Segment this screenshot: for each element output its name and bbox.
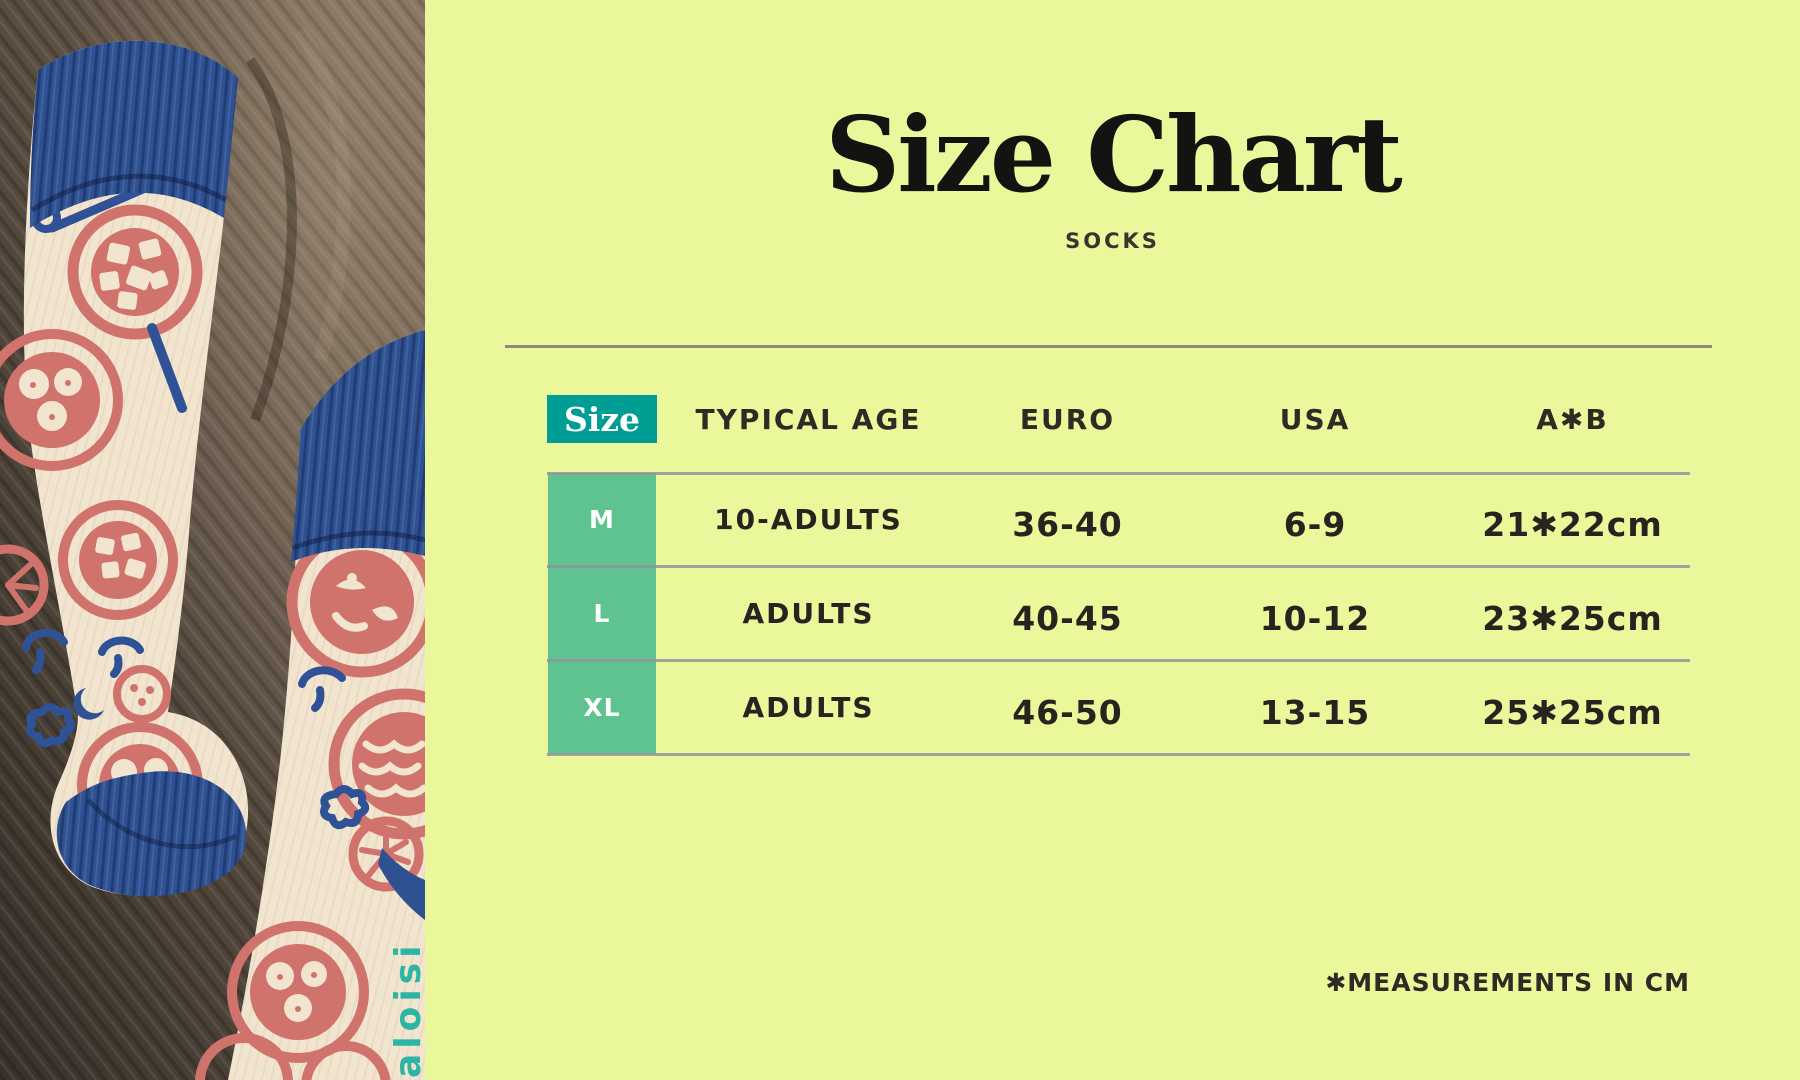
- cell-xl-euro: 46-50: [1012, 692, 1123, 732]
- size-cell-l: L: [548, 566, 656, 660]
- right-sock: aloisi: [195, 330, 480, 1080]
- cell-xl-a-b: 25✱25cm: [1482, 692, 1663, 732]
- dumpling-bowl-motif: [0, 329, 123, 471]
- right-sock-heel: [378, 848, 425, 920]
- cell-m-euro: 36-40: [1012, 505, 1123, 544]
- flower-motif: [26, 703, 76, 748]
- right-sock-motifs: [195, 526, 480, 1080]
- product-photo: aloisi: [0, 0, 480, 1080]
- measurements-footnote: ✱MEASUREMENTS IN CM: [1325, 968, 1690, 997]
- tofu-bowl-motif: [67, 204, 203, 340]
- mushroom-motif-right: [298, 666, 346, 712]
- crescent-motif: [73, 688, 104, 720]
- column-header-a-b: A✱B: [1536, 402, 1609, 436]
- table-row-line: [547, 753, 1690, 756]
- cell-m-usa: 6-9: [1283, 505, 1347, 544]
- partial-bowl-motif: [301, 1041, 391, 1080]
- flower-motif-right: [320, 785, 370, 830]
- size-cell-m: M: [548, 473, 656, 566]
- cell-xl-usa: 13-15: [1259, 692, 1371, 732]
- mushroom-motif: [22, 628, 144, 678]
- page-subtitle: SOCKS: [1065, 229, 1160, 253]
- lotus-small-motif: [113, 665, 171, 723]
- size-cell-xl: XL: [548, 660, 656, 754]
- left-sock-cuff: [30, 40, 238, 229]
- table-row-line: [547, 565, 1690, 568]
- cell-m-typical-age: 10-ADULTS: [714, 503, 903, 536]
- table-row-line: [547, 472, 1690, 475]
- page-title: Size Chart: [825, 93, 1403, 216]
- dumpling-bowl-motif-right: [227, 921, 369, 1063]
- right-sock-cuff: [291, 330, 426, 562]
- tofu-bowl-motif-2: [58, 500, 178, 620]
- left-sock-toe: [56, 771, 247, 897]
- lotus-slice-motif: [0, 544, 49, 626]
- column-header-euro: EURO: [1019, 402, 1116, 436]
- chopstick-motif: [147, 323, 187, 413]
- column-header-size: Size: [547, 395, 657, 443]
- cell-l-euro: 40-45: [1012, 598, 1123, 638]
- cell-l-typical-age: ADULTS: [742, 596, 875, 630]
- sock-brand-text: aloisi: [388, 941, 425, 1078]
- partial-bowl-motif: [195, 1033, 293, 1080]
- cell-m-a-b: 21✱22cm: [1482, 505, 1663, 544]
- column-header-typical-age: TYPICAL AGE: [695, 402, 922, 436]
- left-sock: [0, 40, 249, 897]
- cell-xl-typical-age: ADULTS: [742, 690, 875, 724]
- cell-l-a-b: 23✱25cm: [1482, 598, 1663, 638]
- divider-rule: [505, 345, 1712, 348]
- column-header-usa: USA: [1279, 402, 1351, 436]
- cell-l-usa: 10-12: [1259, 598, 1371, 638]
- socks-photo-illustration: aloisi: [0, 0, 480, 1080]
- table-row-line: [547, 659, 1690, 662]
